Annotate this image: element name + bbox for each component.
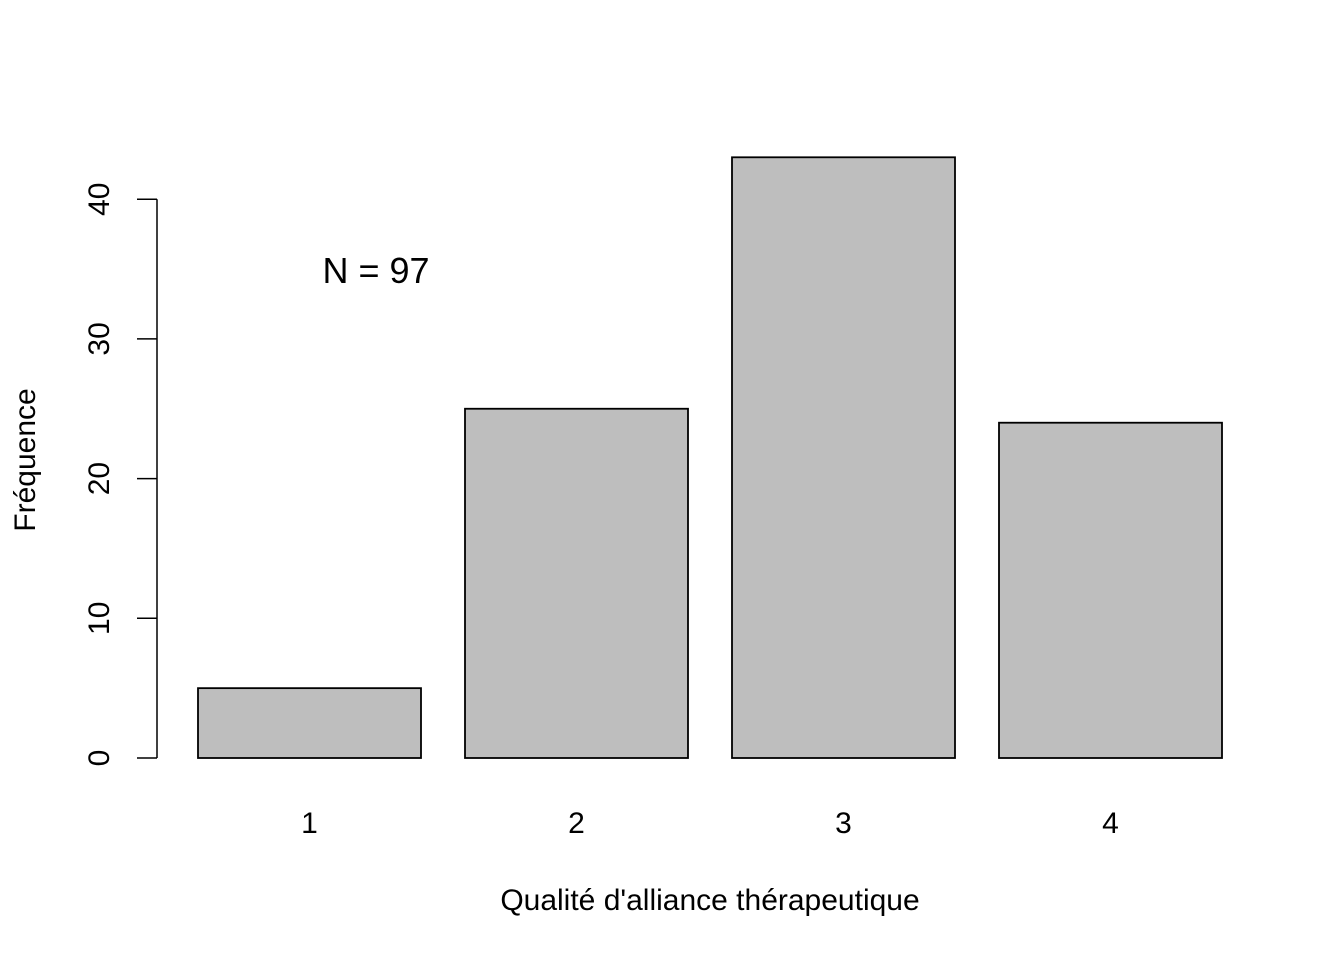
y-axis: 0 10 20 30 40 bbox=[83, 183, 158, 767]
x-category-label: 4 bbox=[1102, 807, 1119, 840]
bar-2 bbox=[464, 407, 689, 759]
y-tick-label: 20 bbox=[83, 462, 116, 495]
bars-group bbox=[197, 156, 1223, 759]
x-category-label: 3 bbox=[835, 807, 852, 840]
x-category-labels: 1 2 3 4 bbox=[301, 807, 1119, 840]
sample-size-annotation: N = 97 bbox=[322, 250, 429, 291]
x-category-label: 2 bbox=[568, 807, 585, 840]
x-axis-label: Qualité d'alliance thérapeutique bbox=[500, 884, 919, 917]
bar-1 bbox=[197, 687, 422, 759]
x-category-label: 1 bbox=[301, 807, 318, 840]
y-tick-label: 10 bbox=[83, 602, 116, 635]
bar-3 bbox=[731, 156, 956, 759]
y-tick-label: 40 bbox=[83, 183, 116, 216]
y-tick-label: 30 bbox=[83, 322, 116, 355]
y-axis-label: Fréquence bbox=[9, 388, 42, 531]
bar-4 bbox=[998, 421, 1223, 759]
y-tick-label: 0 bbox=[83, 750, 116, 767]
